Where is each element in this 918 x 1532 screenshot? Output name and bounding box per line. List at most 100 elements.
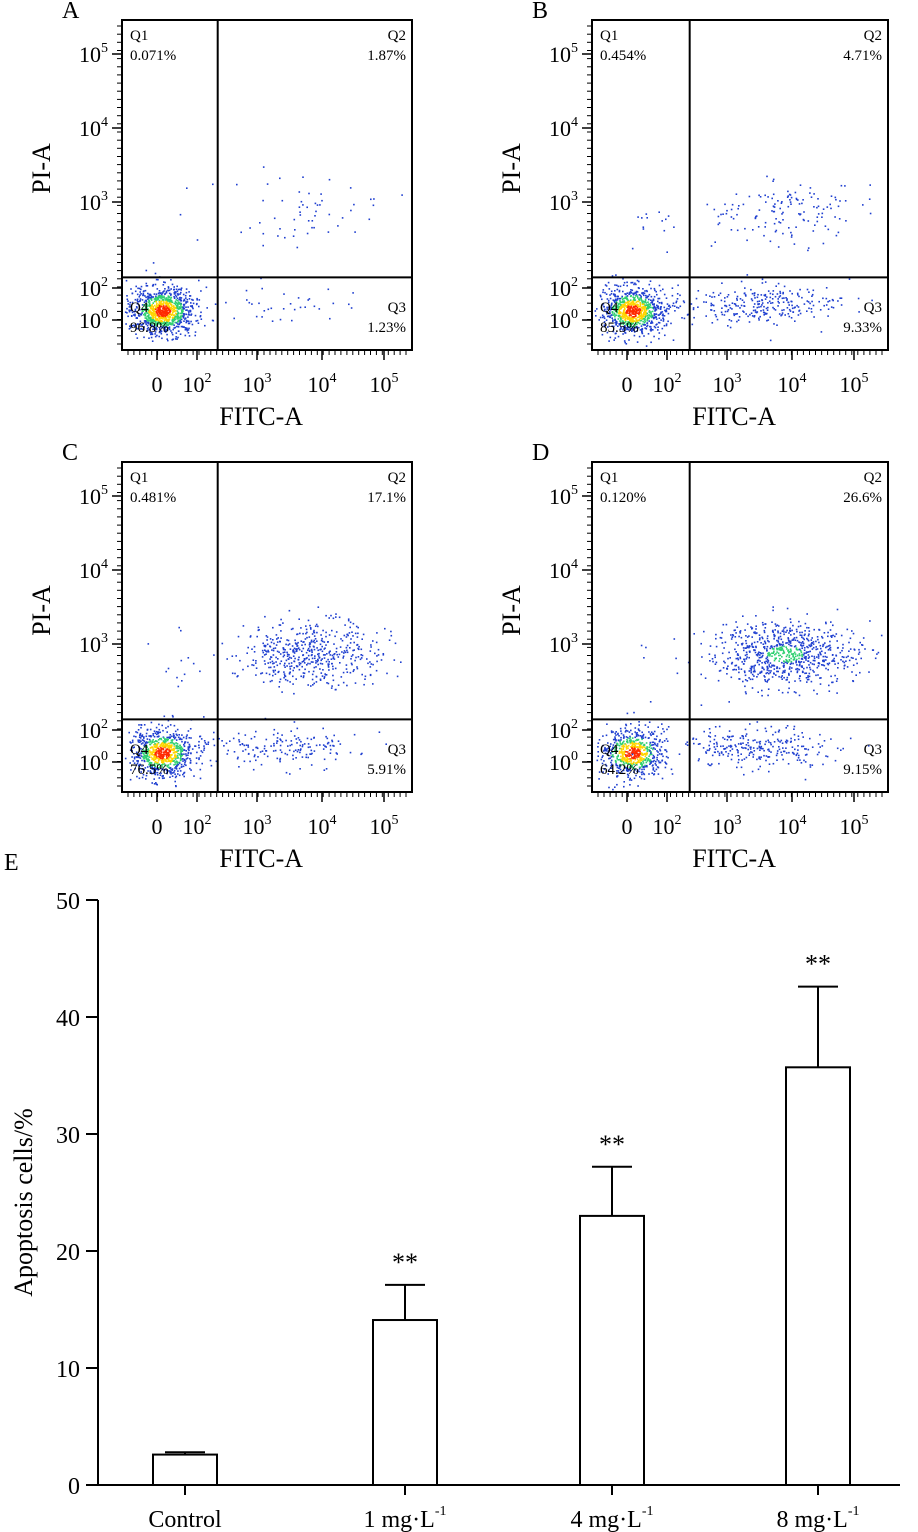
scatter-point — [615, 747, 618, 749]
scatter-point — [693, 316, 695, 319]
scatter-point — [174, 763, 177, 765]
scatter-point — [636, 738, 638, 741]
scatter-point — [635, 318, 637, 320]
scatter-point — [150, 762, 153, 764]
scatter-point — [175, 291, 177, 293]
scatter-point — [612, 731, 614, 733]
scatter-point — [266, 636, 269, 638]
scatter-point — [138, 753, 140, 755]
scatter-point — [168, 292, 171, 295]
scatter-point — [637, 319, 640, 322]
scatter-point — [314, 638, 317, 640]
scatter-point — [159, 765, 162, 768]
scatter-point — [157, 298, 159, 301]
quadrant-percent: 1.87% — [367, 48, 406, 64]
scatter-point — [262, 651, 265, 654]
scatter-point — [660, 319, 662, 321]
scatter-point — [643, 773, 646, 776]
scatter-point — [175, 785, 177, 788]
scatter-point — [624, 304, 626, 307]
scatter-point — [293, 660, 295, 662]
scatter-point — [180, 315, 183, 317]
scatter-point — [793, 725, 796, 728]
scatter-point — [622, 312, 624, 314]
scatter-point — [255, 315, 258, 318]
scatter-point — [637, 750, 639, 752]
scatter-point — [626, 738, 628, 741]
scatter-point — [349, 671, 352, 674]
scatter-point — [822, 208, 825, 210]
scatter-point — [633, 777, 636, 780]
scatter-point — [726, 310, 729, 313]
scatter-point — [638, 749, 640, 751]
scatter-point — [146, 324, 149, 327]
scatter-point — [297, 297, 300, 299]
scatter-point — [178, 774, 181, 777]
scatter-point — [633, 298, 635, 300]
scatter-point — [187, 316, 189, 318]
scatter-point — [400, 661, 402, 663]
scatter-point — [303, 658, 306, 660]
scatter-point — [631, 757, 633, 759]
scatter-point — [778, 313, 781, 315]
scatter-point — [658, 332, 661, 334]
scatter-point — [775, 285, 777, 287]
scatter-point — [145, 749, 147, 752]
scatter-point — [163, 316, 166, 319]
scatter-point — [380, 659, 383, 661]
scatter-point — [165, 727, 167, 729]
scatter-point — [134, 325, 136, 328]
scatter-point — [644, 290, 646, 292]
scatter-point — [830, 207, 832, 210]
scatter-point — [729, 307, 732, 309]
scatter-point — [304, 306, 306, 308]
scatter-point — [158, 306, 160, 308]
scatter-point — [311, 673, 314, 676]
scatter-point — [633, 313, 636, 315]
scatter-point — [146, 729, 149, 731]
scatter-point — [290, 730, 292, 732]
scatter-point — [135, 731, 137, 733]
scatter-point — [154, 732, 157, 734]
scatter-point — [784, 314, 786, 316]
scatter-point — [758, 194, 760, 197]
scatter-point — [636, 762, 638, 764]
scatter-point — [394, 642, 397, 645]
scatter-point — [731, 308, 733, 310]
scatter-point — [163, 326, 166, 328]
scatter-point — [705, 315, 707, 317]
scatter-point — [368, 218, 371, 221]
scatter-point — [151, 331, 153, 334]
scatter-point — [822, 242, 825, 245]
scatter-point — [647, 301, 649, 303]
scatter-point — [627, 308, 629, 311]
scatter-point — [142, 752, 144, 754]
scatter-point — [172, 716, 174, 718]
scatter-point — [693, 742, 695, 745]
scatter-point — [145, 320, 147, 323]
scatter-point — [155, 733, 158, 736]
scatter-point — [344, 651, 347, 654]
scatter-point — [167, 752, 170, 755]
scatter-point — [157, 764, 159, 766]
scatter-point — [269, 638, 272, 640]
scatter-point — [644, 301, 647, 303]
scatter-point — [168, 298, 170, 301]
scatter-point — [761, 302, 764, 304]
scatter-point — [650, 311, 652, 313]
scatter-point — [137, 755, 139, 758]
scatter-point — [660, 311, 662, 314]
scatter-point — [624, 308, 626, 311]
scatter-point — [322, 727, 324, 730]
scatter-point — [625, 762, 627, 764]
scatter-point — [612, 744, 615, 746]
scatter-point — [653, 759, 655, 762]
scatter-point — [780, 202, 783, 204]
scatter-point — [167, 298, 169, 301]
scatter-point — [174, 767, 176, 769]
scatter-point — [646, 319, 648, 322]
scatter-point — [150, 324, 153, 326]
scatter-point — [618, 290, 621, 293]
scatter-point — [138, 315, 141, 317]
scatter-point — [260, 277, 262, 280]
